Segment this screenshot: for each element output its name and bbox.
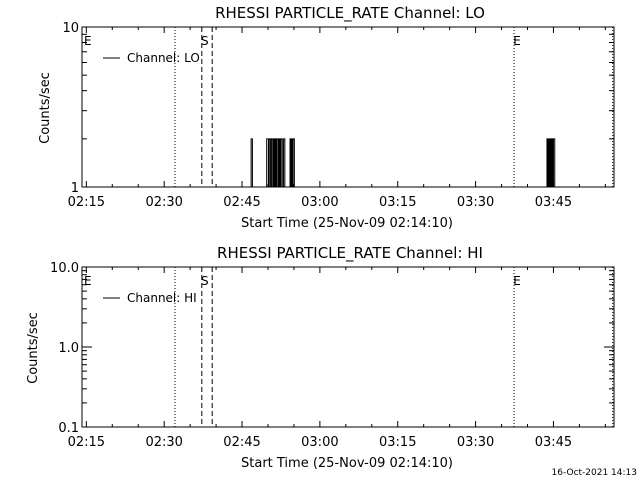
x-tick-label: 03:15 bbox=[379, 195, 416, 210]
marker-label: S bbox=[201, 274, 209, 288]
x-tick-label: 02:30 bbox=[145, 435, 182, 450]
plot-area: 02:15 02:30 02:45 03:00 03:15 03:30 03:45 0.1 1.… bbox=[50, 261, 615, 450]
legend-label: Channel: HI bbox=[127, 291, 197, 305]
panel-hi: RHESSI PARTICLE_RATE Channel: HI Start T… bbox=[26, 244, 615, 471]
legend-label: Channel: LO bbox=[127, 51, 200, 65]
x-tick-label: 03:45 bbox=[535, 195, 572, 210]
legend: Channel: HI bbox=[103, 291, 197, 305]
x-tick-label: 03:30 bbox=[457, 435, 494, 450]
marker-label: E bbox=[513, 274, 521, 288]
x-axis-label: Start Time (25-Nov-09 02:14:10) bbox=[241, 456, 453, 471]
x-tick-label: 03:00 bbox=[301, 435, 338, 450]
marker-label: S bbox=[201, 34, 209, 48]
x-tick-label: 02:45 bbox=[223, 195, 260, 210]
x-axis-label: Start Time (25-Nov-09 02:14:10) bbox=[241, 216, 453, 231]
plot-area: 02:15 02:30 02:45 03:00 03:15 03:30 03:45 1 10 S E… bbox=[62, 21, 615, 210]
panel-lo: RHESSI PARTICLE_RATE Channel: LO Start T… bbox=[38, 4, 615, 231]
x-tick-label: 02:15 bbox=[68, 435, 105, 450]
y-tick-label: 0.1 bbox=[58, 421, 79, 436]
panel-title: RHESSI PARTICLE_RATE Channel: LO bbox=[215, 4, 485, 23]
marker-label: E bbox=[84, 274, 92, 288]
series-line bbox=[250, 138, 557, 188]
x-tick-label: 03:15 bbox=[379, 435, 416, 450]
panel-title: RHESSI PARTICLE_RATE Channel: HI bbox=[217, 244, 483, 263]
y-tick-label: 1.0 bbox=[58, 341, 79, 356]
y-tick-label: 1 bbox=[71, 181, 79, 196]
x-tick-label: 03:30 bbox=[457, 195, 494, 210]
x-tick-label: 03:00 bbox=[301, 195, 338, 210]
x-tick-label: 03:45 bbox=[535, 435, 572, 450]
x-tick-label: 02:45 bbox=[223, 435, 260, 450]
legend: Channel: LO bbox=[103, 51, 200, 65]
marker-label: E bbox=[513, 34, 521, 48]
timestamp-stamp: 16-Oct-2021 14:13 bbox=[552, 468, 637, 478]
x-tick-label: 02:30 bbox=[145, 195, 182, 210]
x-tick-label: 02:15 bbox=[68, 195, 105, 210]
marker-label: E bbox=[84, 34, 92, 48]
y-axis-label: Counts/sec bbox=[26, 312, 41, 384]
y-tick-label: 10 bbox=[62, 21, 79, 36]
y-axis-label: Counts/sec bbox=[38, 72, 53, 144]
y-tick-label: 10.0 bbox=[50, 261, 79, 276]
